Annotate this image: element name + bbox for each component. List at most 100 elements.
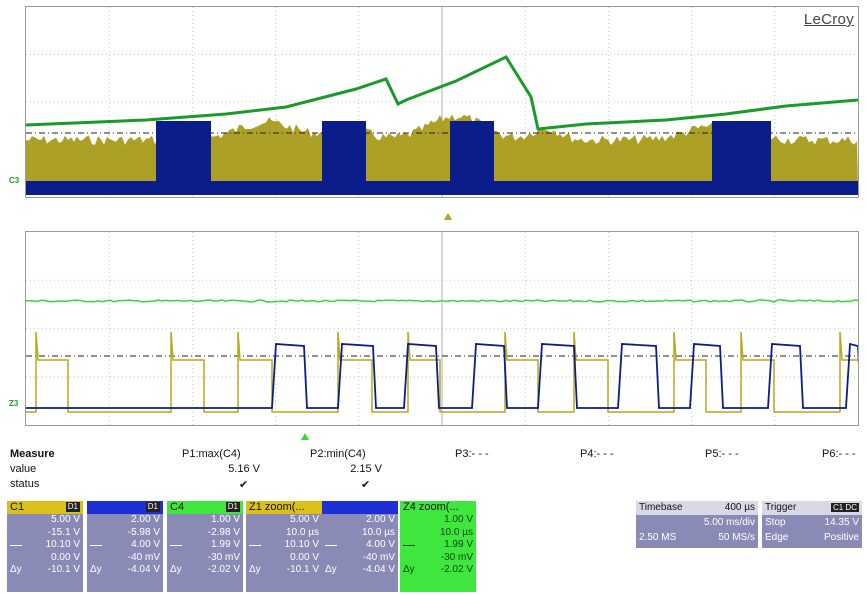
measure-title: Measure <box>10 448 55 460</box>
delta-y-value: -4.04 V <box>127 564 160 575</box>
channel-tile-value: -5.98 V <box>127 526 160 538</box>
ch2-block <box>712 121 771 183</box>
measure-param-name[interactable]: P3:- - - <box>455 448 489 460</box>
trigger-position-marker[interactable] <box>444 213 452 220</box>
trigger-mode: Stop <box>765 517 786 528</box>
ch2-block <box>450 121 494 183</box>
measure-row-label: status <box>10 478 40 490</box>
channel-tile-value: 1.99 V <box>211 539 240 550</box>
channel-tile[interactable]: Z4 zoom(... 1.00 V 10.0 µs 1.99 V -30 mV Δy -2… <box>400 501 476 592</box>
trigger-type: Edge <box>765 532 789 543</box>
channel-tile-header: Z4 zoom(... <box>400 501 476 514</box>
measure-param-name[interactable]: P1:max(C4) <box>182 448 241 460</box>
channel-tile-value: 2.00 V <box>131 514 160 525</box>
channel-tile-value: 5.00 V <box>51 514 80 525</box>
bottom-channel-label: Z3 <box>9 399 19 408</box>
channel-tile-value: 4.00 V <box>131 539 160 550</box>
measure-table: Measure P1:max(C4) P2:min(C4) P3:- - - P… <box>10 448 860 498</box>
channel-tile-value: 4.00 V <box>366 539 395 550</box>
channel-tile[interactable]: D1 2.00 V -5.98 V 4.00 V -40 mV Δy -4.04 V <box>87 501 163 592</box>
delta-y-value: -10.1 V <box>47 564 80 575</box>
offset-line-icon <box>170 545 182 546</box>
channel-tile-value: -2.98 V <box>207 526 240 538</box>
zoom-position-marker[interactable] <box>301 433 309 440</box>
channel-tile[interactable]: C1 D1 5.00 V -15.1 V 10.10 V 0.00 V Δy -10.1 V <box>7 501 83 592</box>
channel-tile[interactable]: 2.00 V 10.0 µs 4.00 V -40 mV Δy -4.04 V <box>322 501 398 592</box>
delta-y-value: -10.1 V <box>286 564 319 575</box>
measure-param-name[interactable]: P4:- - - <box>580 448 614 460</box>
delta-y-label: Δy <box>90 564 102 575</box>
measure-param-name[interactable]: P5:- - - <box>705 448 739 460</box>
delta-y-label: Δy <box>403 564 415 575</box>
delta-y-label: Δy <box>10 564 22 575</box>
top-waveform-grid[interactable]: LeCroy <box>25 6 859 198</box>
delta-y-label: Δy <box>325 564 337 575</box>
measure-param-name[interactable]: P6:- - - <box>822 448 856 460</box>
channel-coupling-badge: D1 <box>65 502 80 512</box>
offset-line-icon <box>90 545 102 546</box>
channel-tile-value: 10.0 µs <box>361 526 395 538</box>
trigger-level: 14.35 V <box>824 517 859 528</box>
timebase-rate: 50 MS/s <box>718 532 755 543</box>
timebase-per-div: 5.00 ms/div <box>703 517 755 528</box>
offset-line-icon <box>403 545 415 546</box>
lecroy-logo: LeCroy <box>803 11 854 28</box>
channel-tile-name: C4 <box>170 501 185 513</box>
measure-value: 2.15 V <box>350 463 382 475</box>
trigger-header: Trigger C1 DC <box>762 501 862 515</box>
channel-tile-value: 10.0 µs <box>439 526 473 538</box>
measure-status-check-icon: ✔ <box>239 479 249 491</box>
channel-tile-name: C1 <box>10 501 25 513</box>
timebase-box[interactable]: Timebase 400 µs 5.00 ms/div 2.50 MS 50 M… <box>636 501 758 548</box>
channel-tile-header <box>322 501 398 514</box>
channel-coupling-badge: D1 <box>225 502 240 512</box>
offset-line-icon <box>325 545 337 546</box>
channel-tile-value: 10.10 V <box>45 539 80 550</box>
ch1-zoom-trace <box>26 331 858 413</box>
channel-tile-value: -40 mV <box>127 551 160 563</box>
timebase-samples: 2.50 MS <box>639 532 677 543</box>
channel-tile[interactable]: Z1 zoom(... 5.00 V 10.0 µs 10.10 V 0.00 V Δy -… <box>246 501 322 592</box>
channel-tile[interactable]: C4 D1 1.00 V -2.98 V 1.99 V -30 mV Δy -2.02 V <box>167 501 243 592</box>
delta-y-label: Δy <box>249 564 261 575</box>
measure-value: 5.16 V <box>228 463 260 475</box>
channel-tile-value: -30 mV <box>207 551 240 563</box>
channel-tile-name: Z4 zoom(... <box>403 501 459 513</box>
ch2-block <box>322 121 366 183</box>
channel-tile-name: Z1 zoom(... <box>249 501 305 513</box>
channel-tile-value: 2.00 V <box>366 514 395 525</box>
delta-y-label: Δy <box>170 564 182 575</box>
ch3-envelope-line <box>26 55 858 131</box>
bottom-waveform-svg <box>26 232 858 425</box>
delta-y-value: -4.04 V <box>362 564 395 575</box>
offset-line-icon <box>249 545 261 546</box>
channel-coupling-badge: D1 <box>145 502 160 512</box>
channel-tile-value: -15.1 V <box>47 526 80 538</box>
timebase-value: 400 µs <box>724 502 755 513</box>
channel-tile-value: 0.00 V <box>290 551 319 563</box>
channel-tile-header: D1 <box>87 501 163 514</box>
channel-tile-value: 1.00 V <box>211 514 240 525</box>
delta-y-value: -2.02 V <box>207 564 240 575</box>
trigger-label: Trigger <box>765 502 797 513</box>
ch2-baseline-band <box>26 181 858 195</box>
trigger-box[interactable]: Trigger C1 DC Stop 14.35 V Edge Positive <box>762 501 862 548</box>
trigger-slope: Positive <box>823 532 859 543</box>
offset-line-icon <box>10 545 22 546</box>
measure-param-name[interactable]: P2:min(C4) <box>310 448 366 460</box>
channel-tile-value: 0.00 V <box>51 551 80 563</box>
timebase-label: Timebase <box>639 502 683 513</box>
measure-status-check-icon: ✔ <box>361 479 371 491</box>
channel-tile-header: C1 D1 <box>7 501 83 514</box>
channel-tile-value: 5.00 V <box>290 514 319 525</box>
timebase-header: Timebase 400 µs <box>636 501 758 515</box>
channel-tile-value: 10.10 V <box>284 539 319 550</box>
delta-y-value: -2.02 V <box>440 564 473 575</box>
channel-tile-header: C4 D1 <box>167 501 243 514</box>
ch4-trace <box>26 299 858 303</box>
channel-tile-value: -40 mV <box>362 551 395 563</box>
channel-tile-value: 10.0 µs <box>285 526 319 538</box>
top-channel-label: C3 <box>9 176 20 185</box>
bottom-zoom-grid[interactable] <box>25 231 859 426</box>
ch2-block <box>156 121 211 183</box>
